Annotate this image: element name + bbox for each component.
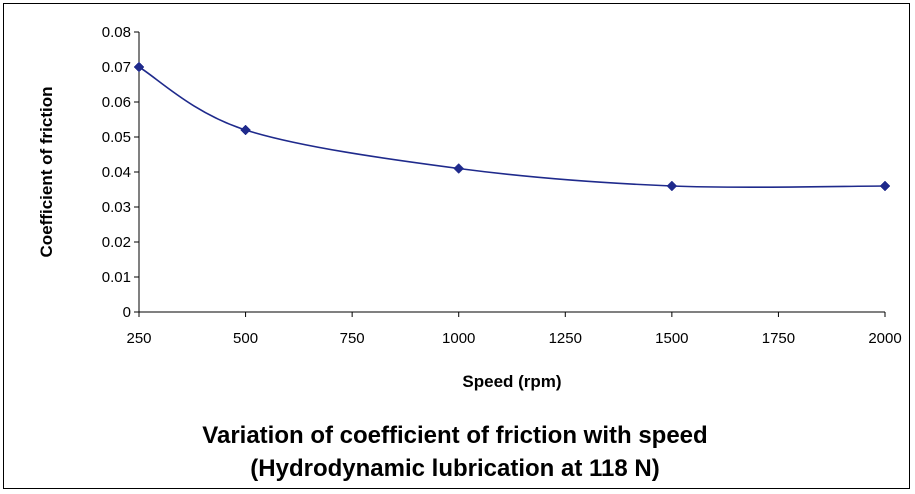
x-tick-label: 1250 bbox=[549, 330, 582, 347]
data-point-marker bbox=[453, 163, 465, 174]
y-tick-label: 0.08 bbox=[102, 24, 131, 41]
y-tick-label: 0.07 bbox=[102, 59, 131, 76]
series-group bbox=[133, 61, 891, 192]
y-tick-label: 0.05 bbox=[102, 129, 131, 146]
chart-title: Variation of coefficient of friction wit… bbox=[202, 422, 707, 449]
y-tick-label: 0.06 bbox=[102, 94, 131, 111]
series-line bbox=[138, 66, 886, 189]
data-point-marker bbox=[666, 180, 678, 192]
x-tick-label: 500 bbox=[233, 330, 258, 347]
y-tick-label: 0.04 bbox=[102, 164, 131, 181]
y-tick-label: 0.02 bbox=[102, 234, 131, 251]
x-tick-label: 1750 bbox=[762, 330, 795, 347]
x-tick-label: 1000 bbox=[442, 330, 475, 347]
y-tick-labels: 0 0.01 0.02 0.03 0.04 0.05 0.06 0.07 0.08 bbox=[102, 24, 131, 321]
chart-frame bbox=[3, 3, 910, 489]
x-tick-labels: 250 500 750 1000 1250 1500 1750 2000 bbox=[126, 330, 901, 347]
y-tick-label: 0.03 bbox=[102, 199, 131, 216]
y-tick-label: 0 bbox=[123, 304, 131, 321]
chart-subtitle: (Hydrodynamic lubrication at 118 N) bbox=[250, 455, 659, 482]
x-tick-label: 750 bbox=[340, 330, 365, 347]
data-point-marker bbox=[133, 61, 145, 73]
y-axis-title: Coefficient of friction bbox=[37, 87, 56, 258]
x-axis-title: Speed (rpm) bbox=[462, 372, 561, 391]
x-tick-label: 1500 bbox=[655, 330, 688, 347]
x-tick-label: 250 bbox=[126, 330, 151, 347]
x-tick-label: 2000 bbox=[868, 330, 901, 347]
data-point-marker bbox=[240, 124, 251, 136]
data-point-marker bbox=[879, 180, 891, 192]
y-tick-label: 0.01 bbox=[102, 269, 131, 286]
